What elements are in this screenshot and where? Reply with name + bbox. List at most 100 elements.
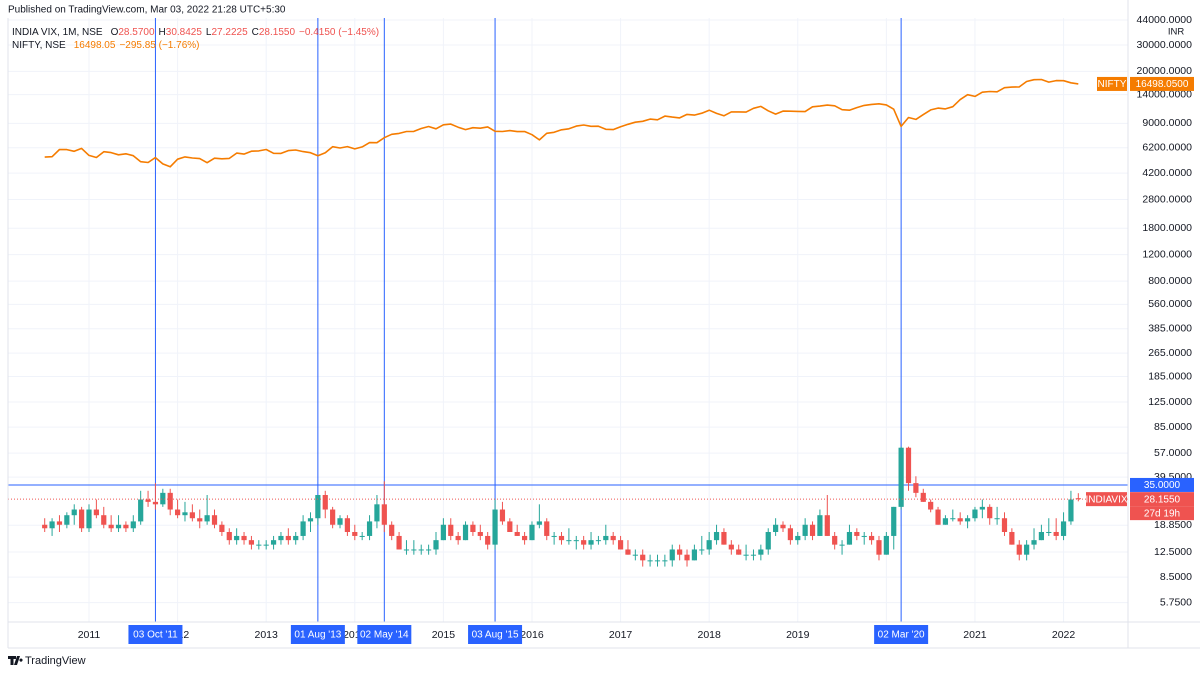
y-tick-label: 1200.0000 (1142, 248, 1192, 260)
candle-body (1016, 544, 1022, 555)
marker-label-box (874, 625, 929, 644)
legend-value: 16498.05 (74, 40, 116, 51)
candle-body (204, 515, 210, 522)
candle-body (160, 492, 166, 505)
candle-body (647, 560, 653, 562)
candle-body (152, 501, 159, 505)
y-tick-label: 1800.0000 (1142, 222, 1192, 234)
candle-body (145, 499, 151, 502)
candle-body (174, 509, 181, 516)
candle-body (101, 515, 107, 525)
candle-body (750, 554, 757, 556)
marker-label-box (290, 625, 345, 644)
marker-label: 03 Oct '11 (133, 630, 178, 641)
candle-body (868, 535, 875, 541)
candle-body (234, 535, 240, 541)
nifty-name-tag-text: NIFTY (1098, 79, 1127, 90)
y-tick-label: 57.0000 (1154, 447, 1192, 459)
candle-body (123, 524, 129, 529)
y-tick-label: 14000.0000 (1137, 88, 1193, 100)
candle-body (566, 540, 572, 542)
x-tick-label: 2015 (432, 629, 456, 641)
y-tick-label: 6200.0000 (1142, 141, 1192, 153)
candle-body (411, 549, 417, 551)
candle-body (426, 549, 432, 551)
candle-body (197, 518, 203, 522)
x-tick-label: 2011 (78, 629, 101, 641)
candle-body (765, 531, 771, 550)
nifty-name-tag-box (1097, 76, 1127, 91)
candle-body (507, 521, 513, 532)
candle-body (248, 540, 255, 545)
candle-body (640, 554, 646, 561)
legend-value: 28.1550 (259, 27, 296, 38)
legend-key: O (111, 27, 119, 38)
candle-body (677, 549, 683, 555)
candle-body (795, 535, 801, 541)
candle-body (189, 512, 195, 519)
candle-body (499, 509, 506, 522)
candle-body (359, 535, 365, 537)
candle-body (588, 540, 594, 545)
hline-value-tag-text: 35.0000 (1144, 480, 1181, 491)
candle-body (86, 509, 92, 529)
candle-body (780, 524, 786, 529)
candle-body (455, 535, 461, 541)
candle-body (942, 518, 949, 525)
countdown-box (1130, 506, 1194, 521)
candle-body (824, 515, 830, 536)
legend-name: INDIA VIX, 1M, NSE (12, 27, 103, 38)
y-tick-label: 9000.0000 (1142, 117, 1192, 129)
candle-body (167, 492, 173, 510)
y-tick-label: 30000.0000 (1137, 39, 1193, 51)
candle-body (448, 524, 454, 536)
candle-body (514, 531, 520, 536)
candle-body (883, 535, 889, 555)
legend-value: 28.5700 (118, 27, 155, 38)
candle-body (979, 506, 985, 510)
candle-body (470, 524, 476, 532)
candle-body (758, 549, 764, 555)
vix-value-tag-text: 28.1550 (1144, 494, 1181, 505)
candle-body (573, 540, 579, 542)
candle-body (536, 521, 542, 525)
candle-body (270, 540, 277, 545)
y-tick-label: 5.7500 (1160, 596, 1192, 608)
y-tick-label: 560.0000 (1148, 298, 1192, 310)
legend-key: L (206, 27, 212, 38)
candle-body (115, 524, 122, 529)
candle-body (93, 509, 99, 516)
candle-body (994, 518, 1000, 520)
candle-body (706, 540, 712, 550)
candle-body (691, 549, 698, 561)
candle-body (987, 506, 993, 519)
candle-body (721, 531, 727, 545)
marker-label-box (357, 625, 412, 644)
candle-body (736, 549, 742, 555)
candle-body (64, 515, 70, 525)
candle-body (1024, 544, 1030, 555)
candle-body (256, 544, 262, 546)
candle-body (182, 512, 188, 516)
candle-body (138, 499, 144, 522)
x-tick-label: 2018 (697, 629, 721, 641)
y-tick-label: 20000.0000 (1137, 65, 1193, 77)
candle-body (920, 492, 926, 502)
candle-body (381, 504, 387, 525)
candle-body (558, 535, 565, 541)
candle-body (1046, 531, 1052, 533)
candle-body (374, 504, 380, 522)
candle-body (330, 509, 336, 525)
vix-name-tag-box (1086, 492, 1127, 507)
y-tick-label: 8.5000 (1160, 571, 1192, 583)
candle-body (743, 554, 749, 556)
candle-body (130, 521, 136, 529)
candle-body (300, 521, 306, 536)
y-tick-label: 800.0000 (1148, 275, 1192, 287)
candle-body (492, 509, 498, 545)
candle-body (913, 483, 919, 493)
candle-body (1031, 540, 1037, 545)
countdown-text: 27d 19h (1144, 508, 1180, 519)
